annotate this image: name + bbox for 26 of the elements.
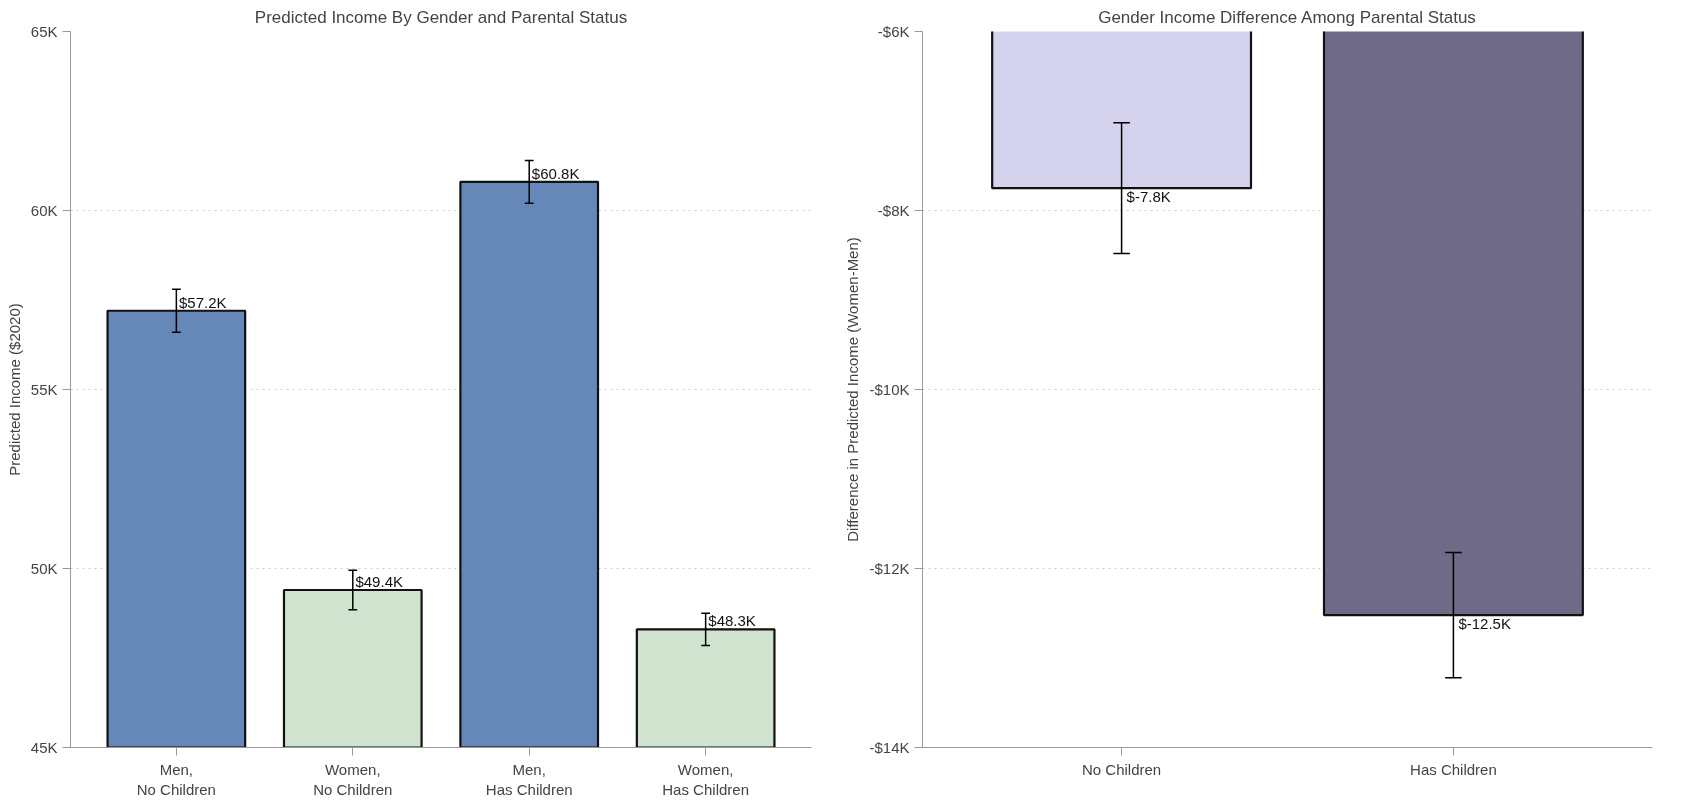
x-tick-label: Men, No Children [136, 760, 216, 798]
data-label: $60.8K [531, 164, 580, 182]
x-tick-label: Men, Has Children [485, 760, 573, 798]
y-tick-label: -$10K [869, 381, 910, 398]
data-label: $-12.5K [1458, 615, 1511, 633]
y-axis-title: Difference in Predicted Income (Women-Men) [844, 237, 862, 542]
chart-title: Gender Income Difference Among Parental Status [1098, 7, 1476, 27]
x-tick-label: Women, Has Children [662, 760, 750, 798]
y-tick-label: -$8K [877, 202, 910, 219]
y-axis-title: Predicted Income ($2020) [5, 303, 23, 476]
y-tick-label: 45K [30, 739, 58, 756]
y-tick-label: 55K [30, 381, 58, 398]
y-tick-label: -$6K [877, 23, 910, 40]
data-label: $57.2K [179, 293, 227, 311]
y-tick-label: 65K [30, 23, 58, 40]
x-tick-label: Women, No Children [313, 760, 393, 798]
data-label: $49.4K [355, 572, 403, 590]
y-tick-label: -$14K [869, 739, 910, 756]
data-label: $-7.8K [1126, 188, 1171, 206]
data-label: $48.3K [708, 612, 756, 630]
x-tick-label: Has Children [1410, 760, 1497, 778]
y-tick-label: -$12K [869, 560, 910, 577]
chart-title: Predicted Income By Gender and Parental Status [254, 7, 628, 27]
x-tick-label: No Children [1081, 760, 1162, 778]
y-tick-label: 60K [30, 202, 58, 219]
y-tick-label: 50K [30, 560, 58, 577]
